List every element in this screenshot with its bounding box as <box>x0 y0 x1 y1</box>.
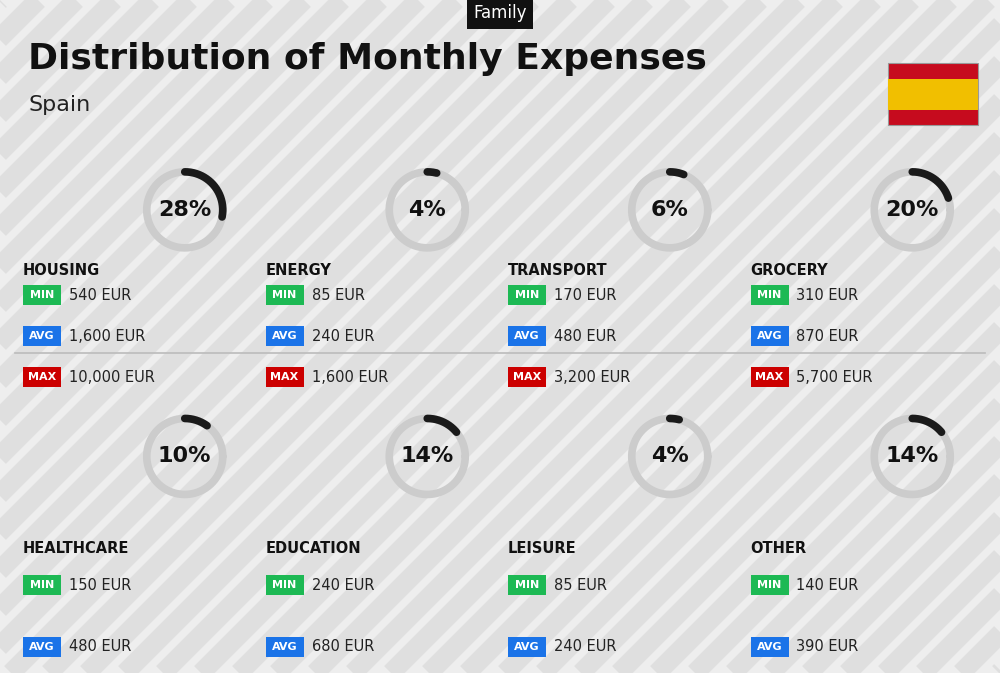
Text: AVG: AVG <box>514 642 540 652</box>
Text: 20%: 20% <box>886 200 939 220</box>
Text: AVG: AVG <box>514 331 540 341</box>
Text: 170 EUR: 170 EUR <box>554 288 616 303</box>
Text: 85 EUR: 85 EUR <box>554 577 607 593</box>
Text: OTHER: OTHER <box>750 541 807 556</box>
Text: 870 EUR: 870 EUR <box>796 329 859 344</box>
Text: 4%: 4% <box>408 200 446 220</box>
Text: AVG: AVG <box>757 642 782 652</box>
Text: 240 EUR: 240 EUR <box>312 329 374 344</box>
Bar <box>23 367 61 388</box>
Text: 14%: 14% <box>401 446 454 466</box>
Bar <box>266 285 304 306</box>
Bar <box>750 285 788 306</box>
Text: 1,600 EUR: 1,600 EUR <box>69 329 145 344</box>
Bar <box>23 326 61 347</box>
Text: MIN: MIN <box>757 290 782 300</box>
Text: MIN: MIN <box>757 580 782 590</box>
Bar <box>750 637 788 657</box>
Text: LEISURE: LEISURE <box>508 541 577 556</box>
Text: EDUCATION: EDUCATION <box>266 541 361 556</box>
Bar <box>23 575 61 595</box>
Text: GROCERY: GROCERY <box>750 263 828 279</box>
Text: Family: Family <box>473 4 527 22</box>
Text: 140 EUR: 140 EUR <box>796 577 859 593</box>
Bar <box>750 367 788 388</box>
Bar <box>508 575 546 595</box>
Text: AVG: AVG <box>757 331 782 341</box>
Text: 390 EUR: 390 EUR <box>796 639 859 654</box>
Bar <box>750 326 788 347</box>
Bar <box>508 367 546 388</box>
Bar <box>266 326 304 347</box>
Text: 85 EUR: 85 EUR <box>312 288 364 303</box>
Text: 310 EUR: 310 EUR <box>796 288 859 303</box>
Text: AVG: AVG <box>272 642 297 652</box>
Text: 480 EUR: 480 EUR <box>554 329 616 344</box>
Bar <box>888 63 978 125</box>
Text: 1,600 EUR: 1,600 EUR <box>312 370 388 385</box>
Text: MIN: MIN <box>30 290 54 300</box>
Text: MIN: MIN <box>30 580 54 590</box>
Text: Distribution of Monthly Expenses: Distribution of Monthly Expenses <box>28 42 707 76</box>
Bar <box>266 637 304 657</box>
Text: 240 EUR: 240 EUR <box>554 639 616 654</box>
Text: MAX: MAX <box>513 372 541 382</box>
Text: 10%: 10% <box>158 446 212 466</box>
Bar <box>508 637 546 657</box>
Text: 240 EUR: 240 EUR <box>312 577 374 593</box>
Text: MIN: MIN <box>272 580 297 590</box>
Text: 14%: 14% <box>886 446 939 466</box>
Text: MAX: MAX <box>28 372 56 382</box>
Text: ENERGY: ENERGY <box>266 263 331 279</box>
Text: 10,000 EUR: 10,000 EUR <box>69 370 155 385</box>
Bar <box>23 285 61 306</box>
Bar <box>508 326 546 347</box>
Text: TRANSPORT: TRANSPORT <box>508 263 608 279</box>
Text: AVG: AVG <box>29 331 55 341</box>
Text: MAX: MAX <box>270 372 299 382</box>
Text: MIN: MIN <box>515 580 539 590</box>
Text: 3,200 EUR: 3,200 EUR <box>554 370 630 385</box>
Text: 4%: 4% <box>651 446 689 466</box>
Text: MIN: MIN <box>272 290 297 300</box>
Text: 540 EUR: 540 EUR <box>69 288 131 303</box>
Text: 150 EUR: 150 EUR <box>69 577 131 593</box>
Text: 680 EUR: 680 EUR <box>312 639 374 654</box>
Text: HOUSING: HOUSING <box>23 263 100 279</box>
Text: AVG: AVG <box>272 331 297 341</box>
Bar <box>750 575 788 595</box>
Text: AVG: AVG <box>29 642 55 652</box>
Bar <box>266 367 304 388</box>
Text: 480 EUR: 480 EUR <box>69 639 131 654</box>
Text: HEALTHCARE: HEALTHCARE <box>23 541 129 556</box>
Text: Spain: Spain <box>28 95 90 115</box>
Bar <box>23 637 61 657</box>
Text: 5,700 EUR: 5,700 EUR <box>796 370 873 385</box>
Text: MIN: MIN <box>515 290 539 300</box>
Bar <box>508 285 546 306</box>
Text: 6%: 6% <box>651 200 689 220</box>
Bar <box>266 575 304 595</box>
Text: MAX: MAX <box>755 372 784 382</box>
Text: 28%: 28% <box>158 200 211 220</box>
Bar <box>888 79 978 110</box>
